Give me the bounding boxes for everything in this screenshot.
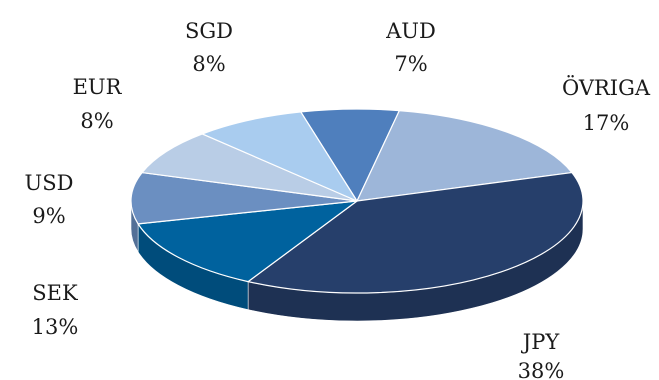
slice-value-usd: 9% [32, 204, 65, 228]
slice-value-sek: 13% [32, 315, 79, 339]
slice-label-aud: AUD [385, 19, 436, 43]
slice-value-ovriga: 17% [583, 111, 630, 135]
slice-label-ovriga: ÖVRIGA [562, 75, 651, 100]
label-sek: SEK 13% [32, 281, 79, 339]
label-ovriga: ÖVRIGA 17% [562, 75, 651, 135]
slice-label-jpy: JPY [521, 330, 561, 354]
label-jpy: JPY 38% [518, 330, 565, 380]
pie-slice-ovriga [356, 110, 573, 202]
label-usd: USD 9% [25, 171, 74, 228]
pie-tops [130, 108, 584, 294]
label-aud: AUD 7% [385, 19, 436, 76]
slice-value-eur: 8% [80, 109, 113, 133]
slice-value-sgd: 8% [192, 52, 225, 76]
label-eur: EUR 8% [73, 75, 123, 133]
slice-value-aud: 7% [394, 52, 427, 76]
pie-slice-sek [137, 200, 358, 283]
slice-label-usd: USD [25, 171, 74, 195]
slice-value-jpy: 38% [518, 359, 565, 380]
pie-slice-jpy [247, 171, 584, 294]
slice-label-sgd: SGD [185, 19, 233, 43]
pie-slice-eur [141, 133, 358, 202]
slice-label-sek: SEK [32, 281, 78, 305]
pie-slice-usd [130, 171, 358, 225]
label-sgd: SGD 8% [185, 19, 233, 76]
slice-label-eur: EUR [73, 75, 123, 99]
pie-slice-sgd [201, 111, 358, 202]
